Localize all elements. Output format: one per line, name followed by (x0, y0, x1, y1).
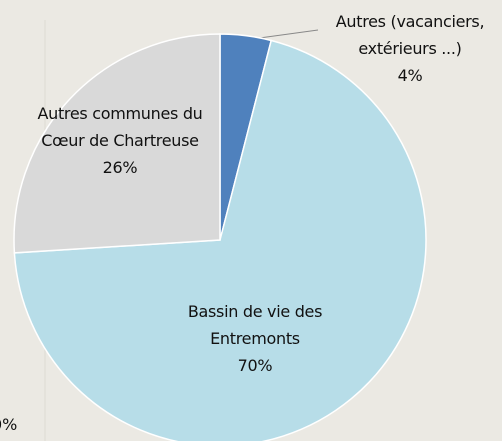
category-label: Autres (vacanciers, extérieurs ...) (335, 12, 485, 58)
slice-label: Autres communes du Cœur de Chartreuse 26% (28, 100, 213, 181)
category-label: Autres communes du Cœur de Chartreuse (37, 104, 203, 150)
category-label: Bassin de vie des Entremonts (187, 302, 323, 348)
slice-label: Autres (vacanciers, extérieurs ...) 4% (315, 8, 502, 89)
pie-slice (13, 33, 221, 254)
value-label: 70% (237, 356, 273, 375)
value-label: 26% (102, 158, 138, 177)
slice-label: Bassin de vie des Entremonts 70% (165, 298, 345, 379)
value-label: 4% (397, 66, 423, 85)
annotation: 0% (0, 415, 17, 434)
